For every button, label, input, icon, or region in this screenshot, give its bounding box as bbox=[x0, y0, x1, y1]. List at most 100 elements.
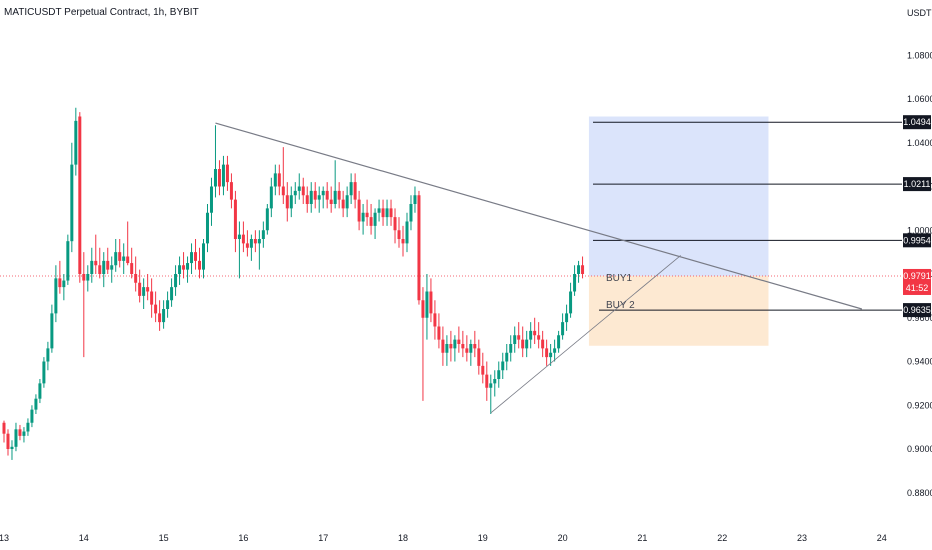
candle-body bbox=[345, 195, 349, 209]
candle bbox=[273, 164, 277, 196]
candle bbox=[229, 173, 233, 209]
candle bbox=[178, 256, 182, 285]
candle-body bbox=[237, 234, 241, 239]
candle-body bbox=[477, 348, 481, 366]
candle bbox=[118, 239, 122, 268]
candle-body bbox=[261, 230, 265, 239]
candle-body bbox=[146, 287, 150, 292]
current-price-text: 0.9791 bbox=[903, 271, 931, 281]
candle-body bbox=[433, 313, 437, 327]
candle bbox=[333, 160, 337, 209]
candle-body bbox=[397, 230, 401, 239]
price-labels: 1.0494 1.0211 0.9954 0.9635 0.9791 41:52 bbox=[903, 115, 931, 318]
price-label-box bbox=[903, 177, 931, 192]
candle bbox=[301, 177, 305, 204]
price-tick-label: 0.9600 bbox=[907, 313, 932, 323]
candle-body bbox=[297, 186, 301, 191]
candle-body bbox=[82, 274, 86, 281]
candle-body bbox=[441, 339, 445, 353]
candle bbox=[265, 204, 269, 235]
candle-body bbox=[437, 326, 441, 340]
candle bbox=[453, 335, 457, 362]
price-label-text: 1.0211 bbox=[904, 179, 931, 189]
candle bbox=[86, 265, 90, 292]
candle-body bbox=[557, 335, 561, 349]
candle-body bbox=[225, 164, 229, 183]
candle-body bbox=[26, 422, 30, 432]
candle bbox=[190, 243, 194, 274]
candle bbox=[90, 247, 94, 283]
candle-body bbox=[573, 274, 577, 292]
candle bbox=[122, 243, 126, 274]
candle-body bbox=[501, 361, 505, 371]
candle-body bbox=[118, 252, 122, 261]
trendlines bbox=[215, 122, 863, 414]
candle bbox=[249, 234, 253, 261]
candle-body bbox=[42, 361, 46, 384]
candle bbox=[221, 155, 225, 196]
candle bbox=[82, 252, 86, 358]
candle-body bbox=[509, 344, 513, 353]
candle bbox=[138, 269, 142, 303]
candle-body bbox=[581, 265, 585, 274]
candle bbox=[401, 225, 405, 257]
candle-body bbox=[198, 260, 202, 270]
candle bbox=[98, 247, 102, 279]
candle-body bbox=[517, 335, 521, 340]
candle bbox=[513, 326, 517, 353]
candle bbox=[297, 173, 301, 200]
candle-body bbox=[425, 291, 429, 318]
candle bbox=[22, 427, 26, 443]
candle bbox=[269, 177, 273, 218]
candle-body bbox=[18, 429, 22, 436]
candle-body bbox=[74, 120, 78, 165]
price-level-label: 0.9954 bbox=[903, 233, 931, 248]
time-tick-label: 21 bbox=[637, 533, 647, 543]
candle-body bbox=[241, 234, 245, 244]
candle bbox=[281, 147, 285, 204]
annotations: BUY1 BUY 2 bbox=[606, 273, 635, 311]
candle bbox=[257, 230, 261, 270]
candle bbox=[525, 330, 529, 358]
candle-body bbox=[122, 256, 126, 261]
candle-body bbox=[277, 173, 281, 187]
candle-body bbox=[357, 199, 361, 222]
candle-body bbox=[533, 330, 537, 336]
candle bbox=[194, 239, 198, 270]
candle bbox=[293, 182, 297, 204]
candle bbox=[365, 199, 369, 226]
time-tick-label: 23 bbox=[797, 533, 807, 543]
currency-label: USDT bbox=[907, 8, 932, 18]
candle-body bbox=[553, 348, 557, 353]
candle bbox=[18, 424, 22, 441]
candle bbox=[305, 186, 309, 213]
candle-body bbox=[90, 260, 94, 274]
price-tick-label: 1.0600 bbox=[907, 94, 932, 104]
price-tick-label: 1.0800 bbox=[907, 50, 932, 60]
candle-body bbox=[46, 348, 50, 362]
countdown-text: 41:52 bbox=[906, 283, 929, 293]
candle bbox=[449, 330, 453, 362]
candle bbox=[533, 317, 537, 344]
candle-body bbox=[178, 265, 182, 274]
candle bbox=[166, 291, 170, 318]
time-tick-label: 24 bbox=[877, 533, 887, 543]
time-tick-label: 14 bbox=[79, 533, 89, 543]
candle bbox=[573, 265, 577, 296]
time-tick-label: 20 bbox=[558, 533, 568, 543]
candle-body bbox=[309, 190, 313, 204]
candle-body bbox=[393, 217, 397, 231]
candle bbox=[341, 190, 345, 218]
current-price-box bbox=[903, 268, 931, 295]
candle bbox=[209, 177, 213, 226]
candle-body bbox=[22, 431, 26, 436]
candle bbox=[373, 208, 377, 239]
candle bbox=[441, 326, 445, 366]
candle bbox=[417, 190, 421, 305]
candle bbox=[521, 326, 525, 358]
candle bbox=[545, 339, 549, 366]
candle bbox=[162, 300, 166, 329]
candle-body bbox=[253, 239, 257, 244]
candle-body bbox=[349, 182, 353, 196]
